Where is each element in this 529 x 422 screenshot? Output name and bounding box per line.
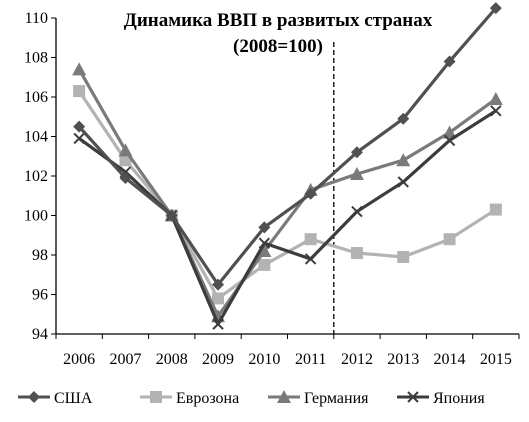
y-tick-label: 106 [24, 89, 48, 106]
x-tick-label: 2006 [63, 351, 95, 368]
y-tick-label: 100 [24, 208, 48, 225]
series-2-point [349, 167, 364, 181]
series-2-point [257, 244, 272, 258]
legend-label: Япония [433, 390, 485, 407]
series-3-point [351, 205, 363, 218]
chart-title: Динамика ВВП в развитых странах [124, 10, 433, 31]
series-0-point [119, 171, 132, 184]
legend-label: Еврозона [176, 390, 239, 407]
y-tick-label: 108 [24, 50, 48, 67]
series-1-point [73, 85, 86, 98]
series-0-point [304, 187, 317, 200]
series-0-point [350, 146, 363, 159]
series-1-point [443, 233, 456, 246]
x-tick-label: 2010 [248, 351, 280, 368]
x-tick-label: 2008 [156, 351, 188, 368]
series-3-point [258, 237, 271, 249]
series-3-point [397, 176, 409, 188]
series-1-point [350, 247, 363, 260]
series-3-point [443, 134, 456, 147]
chart-subtitle: (2008=100) [233, 36, 323, 57]
x-tick-label: 2011 [295, 351, 326, 368]
series-3-line [78, 109, 497, 326]
series-0-point [73, 120, 86, 133]
legend-label: США [54, 390, 93, 407]
series-1-point [304, 233, 317, 246]
x-tick-label: 2012 [341, 351, 373, 368]
series-3-point [212, 318, 224, 330]
series-2-point [118, 143, 133, 157]
y-tick-label: 104 [24, 129, 48, 146]
series-3-point [490, 105, 502, 117]
series-0-point [443, 55, 456, 68]
series-0-point [489, 2, 502, 15]
series-0-point [258, 221, 271, 234]
series-2-line [77, 68, 497, 318]
series-2-point [488, 91, 503, 105]
series-3-point [304, 253, 317, 265]
series-1-point [489, 203, 502, 216]
legend-label: Германия [304, 390, 369, 407]
series-2-point [72, 62, 87, 76]
x-tick-label: 2009 [202, 351, 234, 368]
series-1-point [212, 292, 225, 305]
series-2-point [396, 153, 411, 167]
y-tick-label: 96 [32, 287, 48, 304]
series-0-point [165, 209, 178, 222]
series-3-point [73, 132, 85, 145]
y-tick-label: 110 [25, 10, 48, 27]
series-1-line [77, 90, 497, 301]
y-tick-label: 102 [24, 168, 48, 185]
legend-marker [28, 391, 40, 403]
legend-marker [407, 391, 419, 403]
series-2-point [442, 125, 457, 139]
y-tick-label: 94 [32, 326, 48, 343]
y-tick-label: 98 [32, 247, 48, 264]
x-tick-label: 2014 [434, 351, 466, 368]
series-0-point [212, 278, 225, 291]
series-1-point [397, 250, 410, 263]
legend-marker [150, 391, 162, 403]
x-tick-label: 2013 [387, 351, 419, 368]
legend-marker [277, 390, 291, 403]
series-0-point [397, 112, 410, 125]
x-tick-label: 2007 [109, 351, 141, 368]
series-0-line [77, 7, 498, 287]
series-1-point [258, 258, 271, 271]
x-tick-label: 2015 [480, 351, 512, 368]
